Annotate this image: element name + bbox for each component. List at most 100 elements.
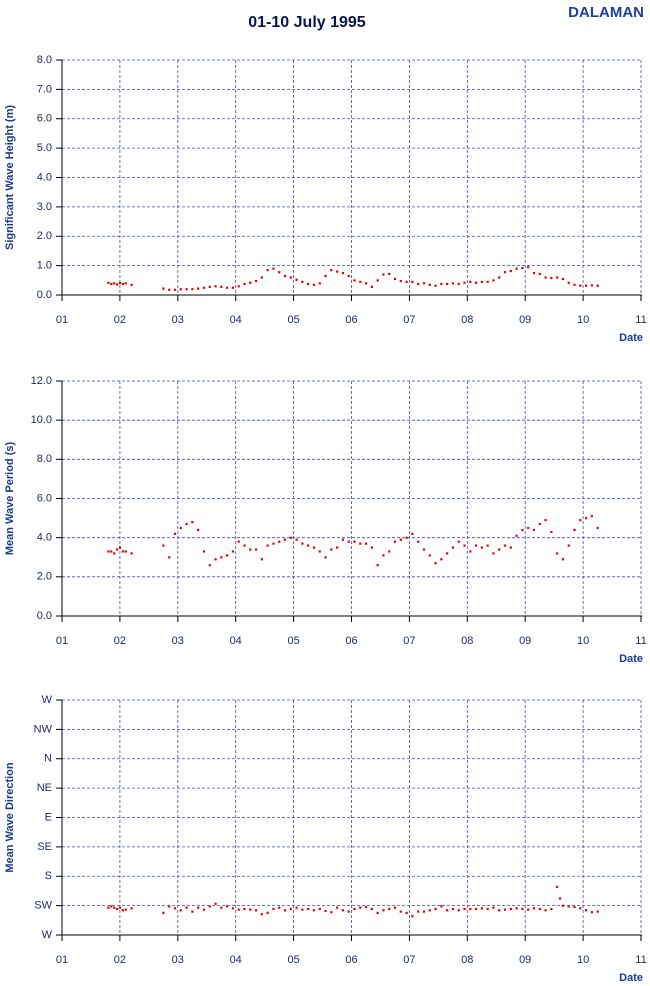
point bbox=[162, 544, 165, 547]
point bbox=[359, 906, 362, 909]
y-tick-label: 4.0 bbox=[37, 532, 52, 544]
point bbox=[118, 906, 122, 909]
point bbox=[376, 564, 379, 567]
point bbox=[393, 540, 397, 543]
point bbox=[341, 909, 345, 912]
point bbox=[451, 546, 455, 549]
point bbox=[550, 530, 553, 533]
point bbox=[173, 907, 177, 910]
x-tick-label: 02 bbox=[114, 314, 126, 326]
point bbox=[272, 267, 275, 270]
y-tick-label: NE bbox=[37, 782, 52, 794]
x-tick-label: 08 bbox=[461, 314, 473, 326]
point bbox=[312, 283, 316, 286]
point bbox=[347, 910, 350, 913]
point bbox=[492, 552, 495, 555]
x-tick-label: 06 bbox=[345, 635, 357, 647]
point bbox=[480, 907, 483, 910]
point bbox=[173, 532, 177, 535]
point bbox=[202, 908, 206, 911]
point bbox=[107, 550, 110, 553]
point bbox=[405, 536, 408, 539]
point bbox=[370, 546, 373, 549]
point bbox=[318, 907, 321, 911]
point bbox=[130, 283, 133, 286]
point bbox=[370, 285, 373, 288]
point bbox=[382, 273, 385, 276]
point bbox=[434, 284, 437, 287]
point bbox=[422, 910, 426, 913]
point bbox=[527, 526, 530, 530]
point bbox=[191, 521, 194, 524]
point bbox=[260, 558, 263, 561]
point bbox=[231, 550, 235, 553]
point bbox=[364, 282, 368, 285]
y-tick-label: 6.0 bbox=[37, 492, 52, 504]
point bbox=[463, 281, 466, 284]
point bbox=[480, 546, 483, 549]
point bbox=[567, 281, 570, 284]
y-tick-label: SW bbox=[34, 900, 52, 912]
point bbox=[295, 538, 298, 541]
point bbox=[249, 281, 252, 284]
point bbox=[301, 280, 304, 283]
point bbox=[596, 284, 599, 287]
point bbox=[509, 546, 512, 549]
x-tick-label: 05 bbox=[287, 635, 299, 647]
point bbox=[301, 542, 304, 545]
point bbox=[451, 282, 455, 285]
point bbox=[411, 532, 414, 535]
point bbox=[463, 544, 466, 547]
point bbox=[110, 282, 113, 286]
point bbox=[197, 528, 200, 532]
point bbox=[254, 548, 258, 551]
point bbox=[544, 909, 547, 912]
y-axis-label: Mean Wave Period (s) bbox=[4, 442, 16, 556]
point bbox=[503, 908, 507, 911]
x-tick-label: 02 bbox=[114, 954, 126, 966]
point bbox=[318, 282, 321, 285]
point bbox=[434, 562, 437, 565]
point bbox=[538, 522, 541, 526]
point bbox=[249, 548, 252, 551]
point bbox=[584, 284, 588, 287]
y-tick-label: 1.0 bbox=[37, 260, 52, 272]
point bbox=[121, 550, 124, 553]
point bbox=[498, 276, 501, 279]
point bbox=[515, 534, 518, 537]
x-tick-label: 07 bbox=[403, 635, 415, 647]
point bbox=[110, 905, 113, 908]
x-tick-label: 01 bbox=[56, 635, 68, 647]
point bbox=[347, 274, 350, 278]
point bbox=[538, 272, 541, 276]
y-tick-label: 10.0 bbox=[31, 414, 52, 426]
x-tick-label: 04 bbox=[230, 635, 242, 647]
y-axis-label: Significant Wave Height (m) bbox=[4, 105, 16, 250]
x-tick-label: 01 bbox=[56, 954, 68, 966]
point bbox=[359, 542, 362, 545]
point bbox=[573, 905, 576, 909]
point bbox=[353, 279, 356, 282]
page-title: 01-10 July 1995 bbox=[248, 14, 366, 31]
point bbox=[596, 910, 599, 913]
x-tick-label: 09 bbox=[519, 314, 531, 326]
point bbox=[124, 550, 127, 553]
point bbox=[558, 897, 562, 900]
point bbox=[527, 908, 530, 911]
point bbox=[382, 909, 385, 912]
point bbox=[266, 544, 269, 547]
point bbox=[226, 286, 229, 289]
point bbox=[440, 905, 443, 908]
point bbox=[116, 548, 119, 551]
y-tick-label: 0.0 bbox=[37, 610, 52, 622]
point bbox=[469, 907, 472, 911]
point bbox=[556, 885, 559, 888]
point bbox=[266, 269, 269, 272]
point bbox=[324, 274, 327, 278]
point bbox=[249, 908, 252, 911]
point bbox=[226, 554, 229, 557]
point bbox=[584, 517, 588, 520]
point bbox=[121, 909, 124, 912]
x-tick-label: 01 bbox=[56, 314, 68, 326]
point bbox=[278, 271, 281, 274]
